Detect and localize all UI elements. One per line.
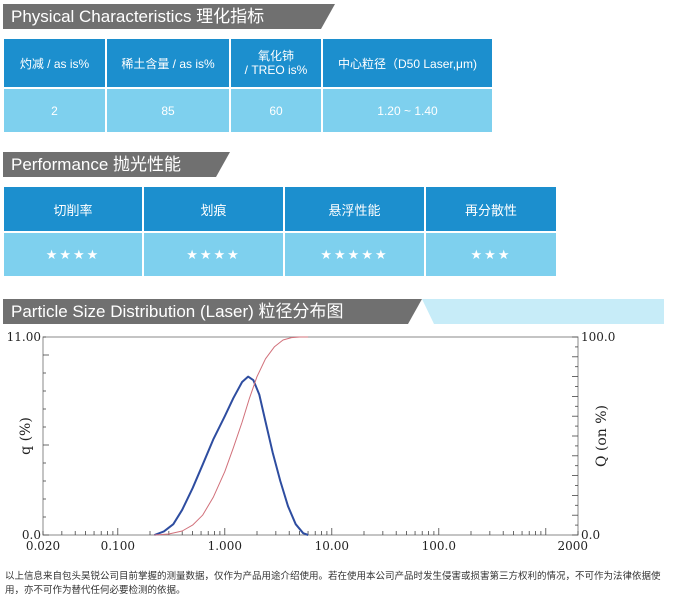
y-left-axis-label: q (%) [18,417,34,455]
rating-cell-cutting-rate: ★★★★ [2,231,144,278]
physical-section-title: Physical Characteristics 理化指标 [3,4,335,29]
rating-cell-suspension: ★★★★★ [283,231,426,278]
y-left-tick-label: 0.0 [22,528,41,542]
performance-section-title: Performance 抛光性能 [3,152,230,177]
plot-frame [42,336,579,536]
x-tick-label: 1.000 [208,539,242,553]
header-treo-content: 稀土含量 / as is% [105,37,231,89]
rating-cell-scratch: ★★★★ [142,231,285,278]
value-d50: 1.20 ~ 1.40 [321,87,494,134]
cumulative-distribution-line [154,336,309,536]
performance-title-text: Performance 抛光性能 [11,155,182,174]
value-treo-content: 85 [105,87,231,134]
particle-size-chart: 0.020 0.100 1.000 10.00 100.0 2000 11.00 0.0 100… [7,330,616,553]
y-right-tick-label: 0.0 [581,528,600,542]
rating-cell-redispersion: ★★★ [424,231,558,278]
y-right-tick-label: 100.0 [581,330,615,344]
header-scratch: 划痕 [142,185,285,233]
y-left-tick-label: 11.00 [7,330,41,344]
x-tick-label: 100.0 [422,539,456,553]
psd-title-text: Particle Size Distribution (Laser) 粒径分布图 [11,302,344,321]
header-ceo2-treo: 氧化铈 / TREO is% [229,37,323,89]
x-tick-label: 10.00 [315,539,349,553]
x-tick-label: 2000 [557,539,588,553]
header-d50: 中心粒径（D50 Laser,μm) [321,37,494,89]
x-tick-label: 0.100 [101,539,135,553]
disclaimer-note: 以上信息来自包头昊锐公司目前掌握的测量数据，仅作为产品用途介绍使用。若在使用本公… [5,571,661,596]
psd-title-bar-decoration [422,299,664,324]
header-loss-on-ignition: 灼减 / as is% [2,37,107,89]
value-loss-on-ignition: 2 [2,87,107,134]
header-redispersion: 再分散性 [424,185,558,233]
header-cutting-rate: 切削率 [2,185,144,233]
frequency-distribution-line [154,375,309,536]
star-rating-suspension: ★★★★★ [320,246,389,262]
header-ceo2-line1: 氧化铈 [257,49,294,63]
value-ceo2-treo: 60 [229,87,323,134]
physical-table: 灼减 / as is% 稀土含量 / as is% 氧化铈 / TREO is%… [2,37,494,134]
star-rating-scratch: ★★★★ [186,246,241,262]
star-rating-cutting-rate: ★★★★ [45,246,101,262]
y-right-axis-label: Q (on %) [594,405,610,467]
star-rating-redispersion: ★★★ [470,246,512,262]
header-ceo2-line2: / TREO is% [244,63,308,77]
performance-table: 切削率 划痕 悬浮性能 再分散性 ★★★★ ★★★★ ★★★★★ ★★★ [2,185,558,278]
header-suspension: 悬浮性能 [283,185,426,233]
x-tick-label: 0.020 [26,539,60,553]
psd-section-title: Particle Size Distribution (Laser) 粒径分布图 [3,299,422,324]
physical-title-text: Physical Characteristics 理化指标 [11,7,265,26]
